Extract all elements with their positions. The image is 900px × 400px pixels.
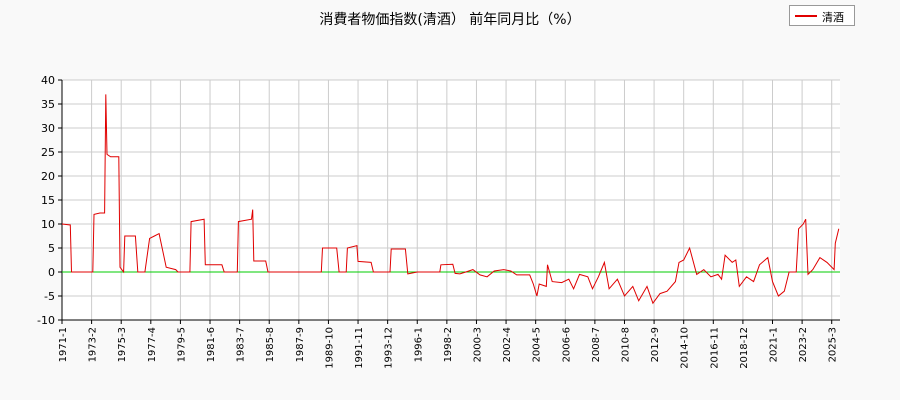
x-tick-label: 2010-8 — [620, 327, 631, 362]
x-tick-label: 2004-5 — [532, 327, 543, 362]
x-tick-label: 2012-9 — [650, 327, 661, 362]
x-tick-label: 2021-1 — [769, 327, 780, 362]
chart-title: 消費者物価指数(清酒） 前年同月比（%） — [319, 12, 581, 28]
x-tick-label: 1985-8 — [265, 327, 276, 362]
x-tick-label: 2014-10 — [680, 327, 691, 369]
y-tick-label: 20 — [41, 170, 55, 183]
x-tick-label: 2002-4 — [502, 327, 513, 362]
series-line — [61, 94, 840, 305]
y-tick-label: -10 — [37, 314, 55, 327]
x-tick-label: 1993-12 — [384, 327, 395, 369]
x-tick-label: 1996-1 — [413, 327, 424, 362]
y-tick-label: 30 — [41, 122, 55, 135]
x-tick-label: 1973-2 — [88, 327, 99, 362]
x-tick-label: 2025-3 — [828, 327, 839, 362]
x-tick-label: 1971-1 — [58, 327, 69, 362]
x-tick-label: 2000-3 — [472, 327, 483, 362]
y-tick-label: 25 — [41, 146, 55, 159]
x-tick-label: 1987-9 — [295, 327, 306, 362]
x-tick-label: 2016-11 — [709, 327, 720, 369]
x-tick-label: 1983-7 — [236, 327, 247, 362]
y-tick-label: -5 — [44, 290, 55, 303]
y-tick-label: 35 — [41, 98, 55, 111]
y-tick-label: 40 — [41, 74, 55, 87]
chart-legend: 清酒 — [789, 5, 855, 26]
y-tick-label: 10 — [41, 218, 55, 231]
y-tick-label: 0 — [48, 266, 55, 279]
x-tick-label: 1989-10 — [324, 327, 335, 369]
legend-label: 清酒 — [822, 11, 844, 24]
x-tick-label: 2018-12 — [739, 327, 750, 369]
x-tick-label: 1979-5 — [176, 327, 187, 362]
legend-swatch — [795, 15, 817, 17]
x-tick-label: 1977-4 — [147, 327, 158, 362]
x-tick-label: 2006-6 — [561, 327, 572, 362]
y-tick-label: 5 — [48, 242, 55, 255]
x-tick-label: 1981-6 — [206, 327, 217, 362]
x-tick-label: 1998-2 — [443, 327, 454, 362]
x-tick-label: 1975-3 — [117, 327, 128, 362]
x-tick-label: 1991-11 — [354, 327, 365, 369]
x-tick-label: 2023-2 — [798, 327, 809, 362]
x-tick-label: 2008-7 — [591, 327, 602, 362]
y-tick-label: 15 — [41, 194, 55, 207]
